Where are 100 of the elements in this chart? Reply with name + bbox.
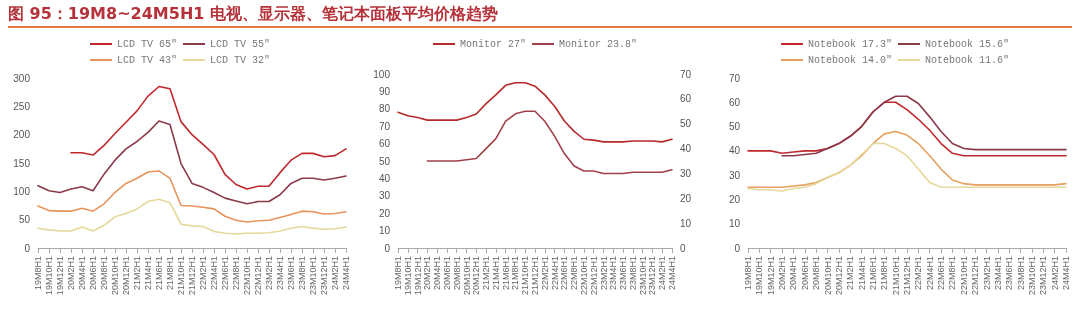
x-tick-label: 20M2H1 <box>66 256 76 291</box>
y-tick-label: 70 <box>728 72 741 84</box>
line-series <box>781 95 1067 157</box>
y-tick-label: 50 <box>18 214 31 226</box>
x-tick-label: 20M12H1 <box>121 256 131 296</box>
x-tick-label: 23M6H1 <box>286 256 296 291</box>
line-series <box>747 130 1067 189</box>
x-tick-label: 20M2H1 <box>777 256 788 291</box>
x-tick-label: 20M12H1 <box>833 256 844 296</box>
y-tick-label: 60 <box>728 96 741 108</box>
x-tick-label: 22M10H1 <box>242 256 252 296</box>
x-tick-label: 23M10H1 <box>1026 256 1037 296</box>
x-tick-label: 21M12H1 <box>902 256 912 296</box>
x-tick-label: 24M2H1 <box>657 256 668 291</box>
x-tick-label: 19M8H1 <box>393 256 403 291</box>
legend-label: LCD TV 65″ <box>116 38 178 50</box>
y-tick-label: 50 <box>378 155 391 167</box>
x-tick-label: 21M2H1 <box>845 256 856 291</box>
x-tick-label: 21M8H1 <box>879 256 890 291</box>
x-tick-label: 20M8H1 <box>451 256 462 291</box>
y-tick-label: 30 <box>728 169 741 181</box>
y-tick-label: 0 <box>24 242 31 254</box>
y-tick-label: 10 <box>728 218 741 230</box>
y-tick-label: 20 <box>378 207 391 219</box>
legend-label: Notebook 11.6″ <box>925 54 1010 66</box>
x-tick-label: 20M10H1 <box>110 256 120 296</box>
x-tick-label: 23M2H1 <box>264 256 274 291</box>
x-tick-label: 21M12H1 <box>530 256 540 296</box>
x-tick-label: 23M4H1 <box>608 256 619 291</box>
line-series <box>37 198 347 235</box>
y-tick-label: 90 <box>378 85 391 97</box>
legend-label: Notebook 17.3″ <box>807 38 892 50</box>
y2-tick-label: 30 <box>680 167 692 179</box>
line-series <box>747 142 1067 192</box>
x-tick-label: 21M6H1 <box>500 256 511 291</box>
x-tick-label: 21M12H1 <box>187 256 197 296</box>
x-tick-label: 20M2H1 <box>422 256 433 291</box>
x-tick-label: 23M6H1 <box>618 256 629 291</box>
x-tick-label: 22M8H1 <box>947 256 958 291</box>
x-tick-label: 23M8H1 <box>627 256 638 291</box>
x-tick-label: 20M4H1 <box>432 256 443 291</box>
x-tick-label: 22M2H1 <box>539 256 550 291</box>
chart-title: 图 95：19M8~24M5H1 电视、显示器、笔记本面板平均价格趋势 <box>8 2 1072 28</box>
x-tick-label: 22M10H1 <box>958 256 969 296</box>
x-tick-label: 23M8H1 <box>1015 256 1026 291</box>
x-tick-label: 21M6H1 <box>867 256 878 291</box>
y-tick-label: 300 <box>13 72 31 84</box>
y-tick-label: 100 <box>373 68 391 80</box>
x-tick-label: 21M2H1 <box>481 256 492 291</box>
y2-tick-label: 40 <box>680 143 692 155</box>
x-tick-label: 20M8H1 <box>99 256 109 291</box>
x-tick-label: 22M8H1 <box>569 256 580 291</box>
x-tick-label: 23M2H1 <box>598 256 609 291</box>
x-tick-label: 20M6H1 <box>799 256 810 291</box>
x-tick-label: 23M6H1 <box>1004 256 1015 291</box>
x-tick-label: 20M6H1 <box>88 256 98 291</box>
line-series <box>37 120 347 205</box>
x-tick-label: 24M2H1 <box>330 256 340 291</box>
y2-tick-label: 70 <box>680 68 692 80</box>
legend-label: LCD TV 55″ <box>210 38 271 50</box>
x-tick-label: 23M10H1 <box>308 256 318 296</box>
x-tick-label: 19M12H1 <box>765 256 776 296</box>
x-tick-label: 20M12H1 <box>471 256 482 296</box>
x-tick-label: 21M6H1 <box>154 256 164 291</box>
y2-tick-label: 20 <box>680 192 692 204</box>
x-tick-label: 23M4H1 <box>992 256 1003 291</box>
x-tick-label: 21M2H1 <box>132 256 142 291</box>
y-tick-label: 0 <box>734 242 741 254</box>
x-tick-label: 21M8H1 <box>165 256 175 291</box>
x-tick-label: 19M10H1 <box>754 256 765 296</box>
x-tick-label: 22M2H1 <box>913 256 924 291</box>
x-tick-label: 22M12H1 <box>970 256 981 296</box>
legend-label: LCD TV 43″ <box>116 54 178 66</box>
y2-tick-label: 60 <box>680 93 692 105</box>
x-tick-label: 23M2H1 <box>981 256 992 291</box>
x-tick-label: 20M4H1 <box>788 256 799 291</box>
x-tick-label: 22M4H1 <box>209 256 219 291</box>
y2-tick-label: 10 <box>680 217 692 229</box>
y-tick-label: 80 <box>378 103 391 115</box>
x-tick-label: 21M10H1 <box>176 256 186 296</box>
legend-label: Notebook 14.0″ <box>807 54 892 66</box>
y-tick-label: 100 <box>13 185 31 197</box>
x-tick-label: 22M8H1 <box>231 256 241 291</box>
y-tick-label: 70 <box>378 120 391 132</box>
y2-tick-label: 0 <box>680 242 686 254</box>
x-tick-label: 20M6H1 <box>441 256 452 291</box>
x-tick-label: 23M12H1 <box>647 256 658 296</box>
y-tick-label: 30 <box>378 190 391 202</box>
legend-label: Monitor 27″ <box>459 38 526 50</box>
x-tick-label: 22M4H1 <box>924 256 935 291</box>
x-tick-label: 21M10H1 <box>890 256 901 296</box>
y-tick-label: 10 <box>378 225 391 237</box>
x-tick-label: 22M6H1 <box>559 256 570 291</box>
y-tick-label: 150 <box>13 157 31 169</box>
x-tick-label: 23M12H1 <box>319 256 329 296</box>
x-tick-label: 22M4H1 <box>549 256 560 291</box>
x-tick-label: 23M8H1 <box>297 256 307 291</box>
x-tick-label: 20M8H1 <box>811 256 822 291</box>
x-tick-label: 19M8H1 <box>743 256 753 291</box>
line-series <box>426 110 673 175</box>
